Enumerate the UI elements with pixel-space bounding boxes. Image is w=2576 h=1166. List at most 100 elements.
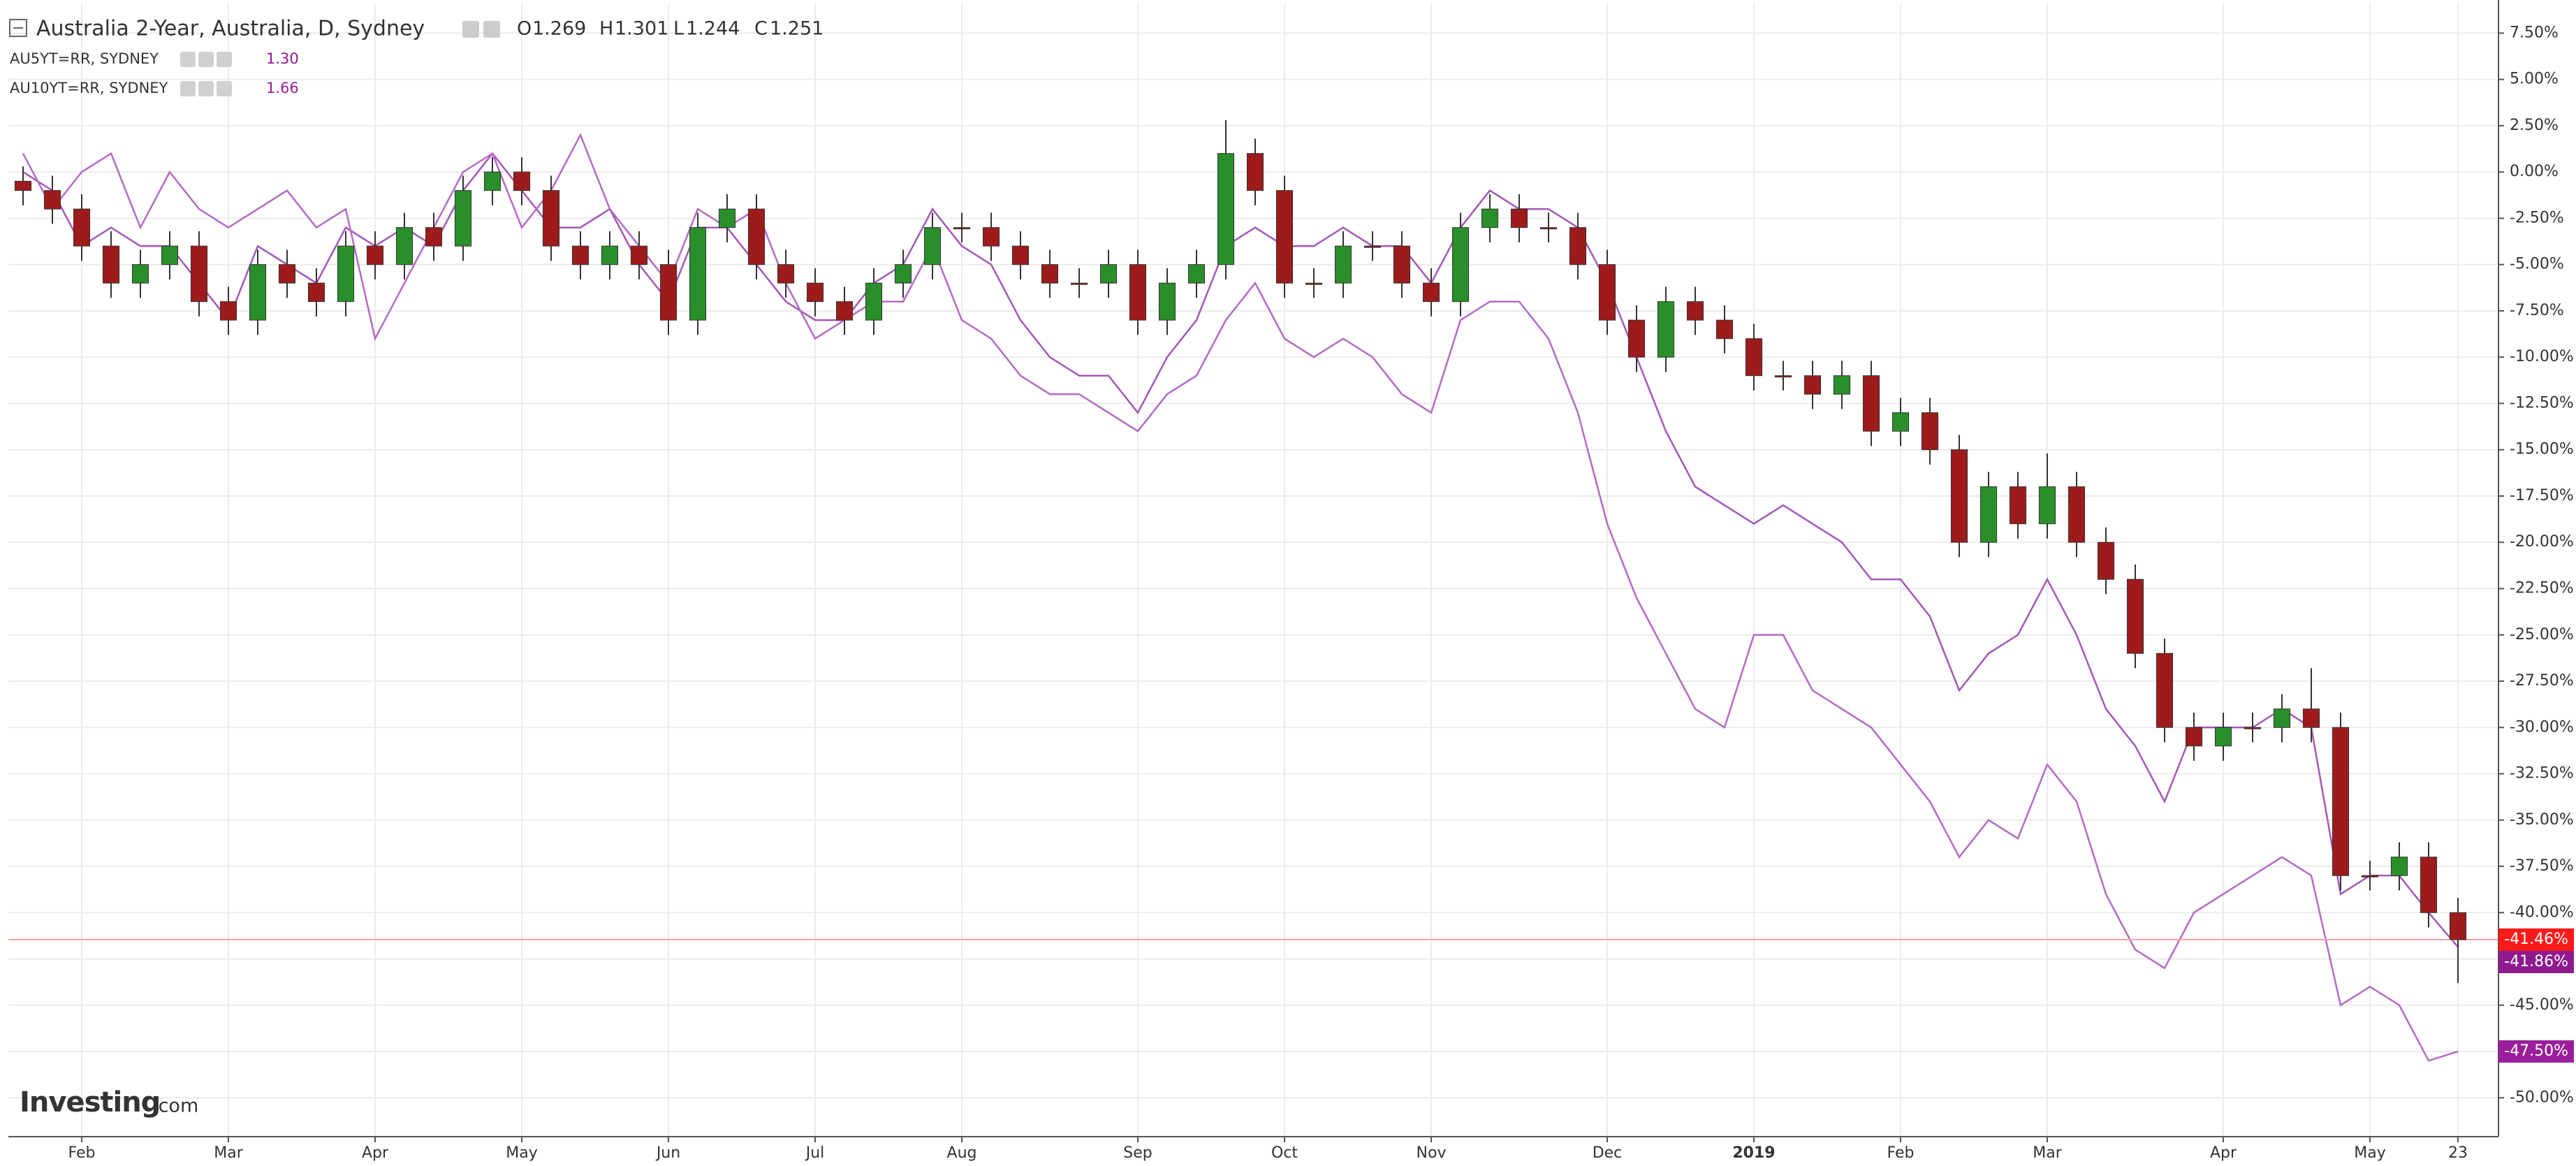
price-box	[2498, 1040, 2574, 1063]
y-tick-label: -7.50%	[2510, 302, 2564, 319]
price-box-label: -41.46%	[2504, 931, 2568, 948]
candle-body	[982, 227, 1000, 247]
candle-body	[630, 245, 648, 265]
candle-body	[1041, 264, 1059, 284]
candle-body	[1275, 190, 1294, 284]
candle-body	[1657, 301, 1675, 358]
settings-icon[interactable]	[483, 21, 500, 38]
visibility-icon[interactable]	[180, 81, 196, 96]
candle-body	[2302, 708, 2320, 728]
candle-body	[923, 227, 942, 265]
candle-body	[2009, 486, 2027, 525]
watermark-brand: Investing	[20, 1086, 160, 1118]
x-tick-label: Mar	[214, 1144, 243, 1162]
candle-body	[307, 282, 325, 303]
x-tick-label: 23	[2448, 1144, 2468, 1162]
x-tick-label: Apr	[2210, 1144, 2237, 1162]
candle-body	[835, 301, 854, 321]
x-tick-label: Dec	[1593, 1144, 1623, 1162]
candle-body	[1862, 375, 1880, 432]
ohlc-label: L	[673, 18, 684, 40]
candle-body	[1363, 245, 1382, 248]
ohlc-label: O	[517, 18, 532, 40]
ohlc-label: C	[754, 18, 768, 40]
candle-body	[1481, 208, 1499, 228]
candle-body	[953, 227, 971, 230]
candle-body	[249, 264, 267, 321]
candle-body	[777, 264, 795, 284]
candle-body	[278, 264, 296, 284]
y-tick-label: -37.50%	[2510, 857, 2574, 875]
candle-body	[2097, 541, 2115, 580]
collapse-icon[interactable]	[9, 19, 27, 37]
candle-body	[2156, 653, 2174, 728]
x-tick-label: May	[2354, 1144, 2385, 1162]
watermark-domain: .com	[152, 1095, 198, 1117]
legend-price: 1.30	[266, 50, 299, 67]
y-tick-label: -35.00%	[2510, 811, 2574, 829]
price-box-label: -47.50%	[2504, 1042, 2568, 1060]
candle-body	[1510, 208, 1528, 228]
candle-body	[1451, 227, 1470, 303]
candle-body	[1627, 319, 1646, 358]
visibility-icon[interactable]	[462, 21, 479, 38]
candle-body	[865, 282, 883, 321]
y-tick-label: -27.50%	[2510, 672, 2574, 690]
y-tick-label: -45.00%	[2510, 996, 2574, 1014]
candle-body	[2126, 578, 2144, 654]
candle-body	[1891, 412, 1910, 432]
y-tick-label: -2.50%	[2510, 209, 2564, 226]
x-tick-label: Jul	[805, 1144, 825, 1162]
candle-body	[1158, 282, 1176, 321]
y-tick-label: -25.00%	[2510, 626, 2574, 643]
candle-body	[689, 227, 707, 321]
candle-body	[1393, 245, 1411, 284]
y-tick-label: 7.50%	[2510, 24, 2559, 41]
settings-icon[interactable]	[198, 52, 214, 67]
candle-body	[1745, 338, 1763, 377]
ohlc-value: 1.269	[532, 18, 586, 40]
y-tick-label: -15.00%	[2510, 441, 2574, 458]
candle-body	[2185, 727, 2203, 747]
ohlc-value: 1.244	[686, 18, 740, 40]
x-tick-label: Jun	[655, 1144, 680, 1162]
candle-body	[425, 227, 443, 247]
candle-body	[1803, 375, 1822, 395]
candle-body	[1217, 153, 1235, 265]
candle-body	[337, 245, 355, 303]
candle-body	[2273, 708, 2291, 728]
settings-icon[interactable]	[198, 81, 214, 96]
candle-body	[601, 245, 619, 265]
candle-body	[2214, 727, 2232, 747]
candle-body	[571, 245, 590, 265]
candle-body	[1979, 486, 1998, 543]
price-box	[2498, 951, 2574, 974]
candle-body	[1950, 449, 1968, 543]
candle-body	[542, 190, 560, 247]
visibility-icon[interactable]	[180, 52, 196, 67]
y-tick-label: 0.00%	[2510, 163, 2559, 180]
candle-body	[659, 264, 678, 321]
remove-icon[interactable]	[217, 81, 232, 96]
candle-body	[2244, 727, 2262, 729]
candle-body	[2068, 486, 2086, 543]
x-tick-label: Apr	[362, 1144, 389, 1162]
candle-body	[1422, 282, 1440, 303]
marks	[8, 119, 2498, 1062]
candle-body	[747, 208, 766, 265]
candle-body	[483, 171, 502, 191]
y-tick-label: 5.00%	[2510, 71, 2559, 88]
candle-body	[2420, 857, 2438, 913]
candle-body	[366, 245, 384, 265]
candle-body	[1598, 264, 1616, 321]
candle-body	[1305, 282, 1323, 285]
chart-title: Australia 2-Year, Australia, D, Sydney	[36, 17, 425, 41]
remove-icon[interactable]	[217, 52, 232, 67]
candle-body	[2361, 875, 2379, 877]
candle-body	[102, 245, 120, 284]
candle-body	[454, 190, 472, 247]
candle-body	[1569, 227, 1587, 265]
